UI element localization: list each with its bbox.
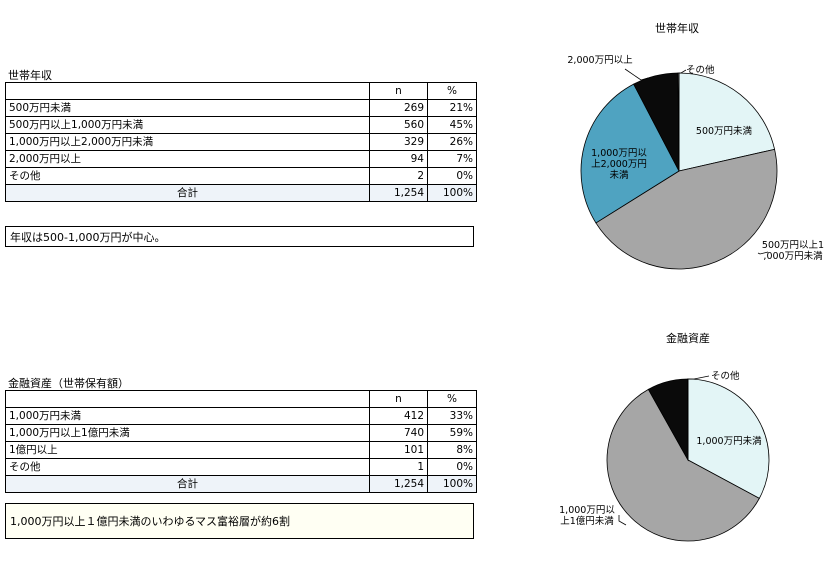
row-pct: 26% bbox=[427, 133, 477, 151]
slice-label: その他 bbox=[686, 64, 715, 76]
pie-slice bbox=[677, 72, 680, 172]
row-label: 500万円未満 bbox=[5, 99, 370, 117]
income-table-title: 世帯年収 bbox=[8, 69, 52, 82]
table-row: その他 1 0% bbox=[5, 458, 477, 476]
pie-slice bbox=[580, 83, 680, 224]
assets-table-title: 金融資産（世帯保有額） bbox=[8, 377, 129, 390]
slice-label: 1,000万円未満 bbox=[696, 435, 762, 447]
table-header-row: n % bbox=[5, 390, 477, 408]
assets-table: n % 1,000万円未満 412 33% 1,000万円以上1億円未満 740… bbox=[5, 390, 477, 493]
assets-chart-title: 金融資産 bbox=[666, 331, 710, 345]
leader-line bbox=[688, 375, 710, 380]
header-n: n bbox=[369, 82, 428, 100]
slice-label: 1,000万円以上2,000万円未満 bbox=[591, 148, 647, 181]
row-pct: 33% bbox=[427, 407, 477, 425]
table-row: 1,000万円未満 412 33% bbox=[5, 407, 477, 425]
pie-slice bbox=[678, 72, 776, 172]
header-n: n bbox=[369, 390, 428, 408]
row-label: 1,000万円以上1億円未満 bbox=[5, 424, 370, 442]
row-pct: 59% bbox=[427, 424, 477, 442]
leader-line bbox=[757, 251, 769, 255]
slice-label: 500万円未満 bbox=[696, 125, 753, 137]
table-total-row: 合計 1,254 100% bbox=[5, 184, 477, 202]
table-row: 1,000万円以上1億円未満 740 59% bbox=[5, 424, 477, 442]
total-label: 合計 bbox=[5, 184, 370, 202]
row-pct: 7% bbox=[427, 150, 477, 168]
pie-slice bbox=[595, 148, 778, 270]
assets-note: 1,000万円以上１億円未満のいわゆるマス富裕層が約6割 bbox=[5, 503, 474, 539]
header-label bbox=[5, 390, 370, 408]
total-label: 合計 bbox=[5, 475, 370, 493]
slice-label: 500万円以上1,000万円未満 bbox=[762, 240, 824, 262]
row-n: 560 bbox=[369, 116, 428, 134]
income-note: 年収は500-1,000万円が中心。 bbox=[5, 226, 474, 247]
table-row: 500万円以上1,000万円未満 560 45% bbox=[5, 116, 477, 134]
assets-pie: 1,000万円未満 1,000万円以上1億円未満 その他 bbox=[559, 370, 770, 542]
total-n: 1,254 bbox=[369, 475, 428, 493]
row-pct: 0% bbox=[427, 458, 477, 476]
total-n: 1,254 bbox=[369, 184, 428, 202]
header-label bbox=[5, 82, 370, 100]
pie-slice bbox=[606, 388, 760, 542]
table-total-row: 合計 1,254 100% bbox=[5, 475, 477, 493]
income-table: n % 500万円未満 269 21% 500万円以上1,000万円未満 560… bbox=[5, 82, 477, 202]
total-pct: 100% bbox=[427, 184, 477, 202]
leader-line bbox=[618, 515, 627, 526]
income-chart-title: 世帯年収 bbox=[655, 21, 699, 35]
leader-line bbox=[679, 69, 687, 74]
income-pie: 500万円未満 500万円以上1,000万円未満 1,000万円以上2,000万円未… bbox=[567, 55, 824, 270]
pie-slice bbox=[687, 378, 770, 499]
total-pct: 100% bbox=[427, 475, 477, 493]
slice-label: 2,000万円以上 bbox=[567, 55, 633, 66]
table-header-row: n % bbox=[5, 82, 477, 100]
slice-label: 1,000万円以上1億円未満 bbox=[559, 505, 615, 527]
leader-line bbox=[624, 68, 649, 81]
row-pct: 45% bbox=[427, 116, 477, 134]
row-n: 740 bbox=[369, 424, 428, 442]
slice-label: その他 bbox=[711, 370, 740, 382]
